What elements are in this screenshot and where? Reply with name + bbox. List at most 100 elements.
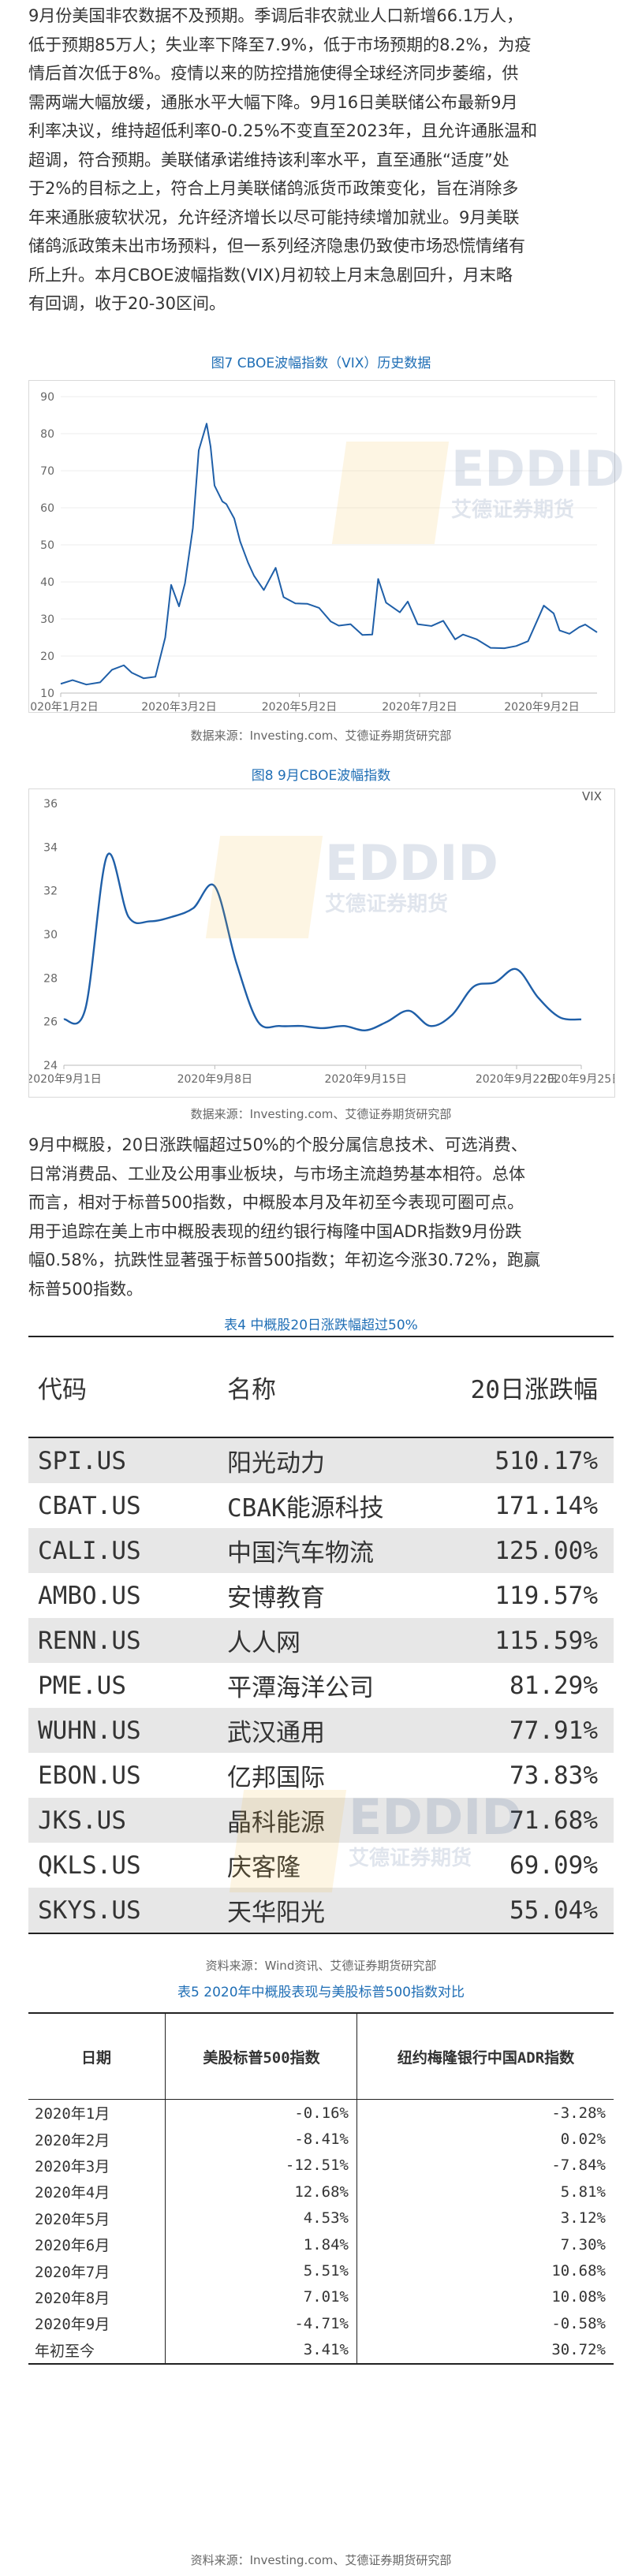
cell-change: 125.00% <box>421 1528 614 1573</box>
cell-adr-index: 30.72% <box>356 2336 614 2365</box>
header-date: 日期 <box>28 2012 166 2100</box>
figure8-caption: 图8 9月CBOE波幅指数 <box>251 768 391 784</box>
cell-code: SPI.US <box>28 1437 208 1483</box>
cell-name: 亿邦国际 <box>227 1764 325 1792</box>
y-tick-label: 60 <box>40 502 54 515</box>
paragraph-line: 用于追踪在美上市中概股表现的纽约银行梅隆中国ADR指数9月份跌 <box>28 1221 522 1241</box>
y-tick-label: 30 <box>43 929 58 941</box>
cell-code: QKLS.US <box>38 1851 141 1880</box>
x-tick-label: 2020年9月1日 <box>29 1073 102 1086</box>
cell-change: 510.17% <box>421 1437 614 1483</box>
cell-date: 年初至今 <box>28 2336 166 2365</box>
cell-date: 2020年7月 <box>28 2257 166 2284</box>
cell-code: SKYS.US <box>28 1888 208 1934</box>
vix-september-svg: 24 26 28 30 32 34 36 2020年9月1日 2020年9月8日 2020年9月1… <box>29 789 614 1086</box>
x-tick-label: 2020年3月2日 <box>141 701 216 712</box>
cell-date: 2020年1月 <box>28 2099 166 2127</box>
y-tick-label: 20 <box>40 651 54 663</box>
y-tick-label: 70 <box>40 465 54 478</box>
cell-date: 2020年8月 <box>28 2283 166 2311</box>
table-row: CBAT.US CBAK能源科技 171.14% <box>28 1483 614 1528</box>
x-tick-label: 2020年9月25日 <box>540 1073 614 1086</box>
cell-change: 77.91% <box>421 1708 614 1753</box>
paragraph-line: 日常消费品、工业及公用事业板块，与市场主流趋势基本相符。总体 <box>28 1164 525 1184</box>
cell-name: 安博教育 <box>227 1584 325 1612</box>
table4-caption: 表4 中概股20日涨跌幅超过50% <box>224 1318 418 1333</box>
paragraph-line: 利率决议，维持超低利率0-0.25%不变直至2023年，且允许通胀温和 <box>28 121 538 140</box>
x-tick-label: 2020年9月2日 <box>504 701 579 712</box>
cell-change: 69.09% <box>509 1851 598 1880</box>
x-tick-label: 2020年7月2日 <box>382 701 457 712</box>
cell-code: CALI.US <box>28 1528 208 1573</box>
series-line <box>60 423 598 686</box>
cell-sp500: 3.41% <box>165 2336 357 2365</box>
table-row: 2020年2月 -8.41% 0.02% <box>28 2126 614 2153</box>
table-row: 2020年1月 -0.16% -3.28% <box>28 2099 614 2127</box>
y-tick-label: 30 <box>40 613 54 626</box>
cell-adr-index: 5.81% <box>560 2183 606 2201</box>
y-tick-label: 10 <box>40 688 54 700</box>
table-row: 2020年5月 4.53% 3.12% <box>28 2205 614 2231</box>
table5-caption: 表5 2020年中概股表现与美股标普500指数对比 <box>177 1985 465 2000</box>
cell-adr-index: 10.08% <box>551 2288 606 2306</box>
table-row: WUHN.US 武汉通用 77.91% <box>28 1708 614 1753</box>
y-tick-label: 40 <box>40 576 54 589</box>
table-row: SPI.US 阳光动力 510.17% <box>28 1437 614 1483</box>
table-row: EBON.US 亿邦国际 73.83% <box>28 1753 614 1798</box>
cell-date: 2020年4月 <box>28 2179 166 2205</box>
table-row: RENN.US 人人网 115.59% <box>28 1618 614 1663</box>
vix-september-chart: 24 26 28 30 32 34 36 2020年9月1日 2020年9月8日 2020年9月1… <box>28 788 615 1098</box>
y-tick-label: 80 <box>40 428 54 441</box>
cell-sp500: -4.71% <box>165 2310 357 2337</box>
y-axis-label: VIX <box>582 789 602 803</box>
y-tick-label: 28 <box>43 972 58 985</box>
table5-index-comparison: 日期 美股标普500指数 纽约梅隆银行中国ADR指数 2020年1月 -0.16%… <box>28 2012 614 2365</box>
header-name: 名称 <box>208 1336 421 1438</box>
cell-code: EBON.US <box>38 1761 141 1790</box>
x-tick-label: 2020年9月22日 <box>476 1073 558 1086</box>
figure8-source: 数据来源：Investing.com、艾德证券期货研究部 <box>190 1107 452 1121</box>
cell-adr-index: 0.02% <box>560 2131 606 2149</box>
table-row: AMBO.US 安博教育 119.57% <box>28 1573 614 1618</box>
table4-body: SPI.US 阳光动力 510.17% CBAT.US CBAK能源科技 171.14% C… <box>28 1437 614 1934</box>
y-tick-label: 34 <box>43 841 58 854</box>
cell-sp500: 1.84% <box>165 2231 357 2258</box>
paragraph-line: 需两端大幅放缓，通胀水平大幅下降。9月16日美联储公布最新9月 <box>28 92 518 112</box>
intro-paragraph: 9月份美国非农数据不及预期。季调后非农就业人口新增66.1万人， 低于预期85万… <box>28 2 614 319</box>
table-row: 2020年7月 5.51% 10.68% <box>28 2257 614 2284</box>
table4-source: 资料来源：Wind资讯、艾德证券期货研究部 <box>205 1959 437 1973</box>
cell-sp500: 7.01% <box>165 2283 357 2311</box>
y-tick-label: 36 <box>43 798 58 811</box>
cell-change: 171.14% <box>495 1491 598 1520</box>
header-adr-index: 纽约梅隆银行中国ADR指数 <box>356 2012 614 2100</box>
cell-code: CBAT.US <box>38 1491 141 1520</box>
paragraph-line: 而言，相对于标普500指数，中概股本月及年初至今表现可圈可点。 <box>28 1193 524 1212</box>
table-row: JKS.US 晶科能源 71.68% <box>28 1798 614 1843</box>
table4-china-stocks: 代码 名称 20日涨跌幅 SPI.US 阳光动力 510.17% CBAT.US CBA… <box>28 1336 614 1934</box>
cell-name: 天华阳光 <box>208 1888 421 1934</box>
cell-name: 阳光动力 <box>208 1437 421 1483</box>
cell-change: 55.04% <box>421 1888 614 1934</box>
cell-change: 81.29% <box>509 1671 598 1700</box>
cell-name: 武汉通用 <box>208 1708 421 1753</box>
cell-sp500: -8.41% <box>165 2126 357 2153</box>
cell-date: 2020年3月 <box>28 2152 166 2179</box>
paragraph-line: 情后首次低于8%。疫情以来的防控措施使得全球经济同步萎缩，供 <box>28 64 519 83</box>
table-row: SKYS.US 天华阳光 55.04% <box>28 1888 614 1934</box>
series-line <box>63 852 582 1031</box>
cell-change: 73.83% <box>509 1761 598 1790</box>
cell-code: RENN.US <box>28 1618 208 1663</box>
table5-body: 2020年1月 -0.16% -3.28% 2020年2月 -8.41% 0.02% 202… <box>28 2099 614 2365</box>
y-tick-label: 90 <box>40 391 54 404</box>
cell-name: 庆客隆 <box>227 1854 300 1882</box>
y-tick-label: 32 <box>43 885 58 898</box>
cell-date: 2020年5月 <box>28 2205 166 2231</box>
x-tick-label: 2020年9月8日 <box>177 1073 252 1086</box>
table-row: 2020年3月 -12.51% -7.84% <box>28 2152 614 2179</box>
cell-adr-index: -7.84% <box>551 2157 606 2175</box>
cell-name: CBAK能源科技 <box>227 1494 384 1523</box>
cell-date: 2020年9月 <box>28 2310 166 2337</box>
y-tick-label: 26 <box>43 1016 58 1029</box>
x-tick-label: 2020年5月2日 <box>262 701 337 712</box>
paragraph-line: 于2%的目标之上，符合上月美联储鸽派货币政策变化，旨在消除多 <box>28 179 519 198</box>
